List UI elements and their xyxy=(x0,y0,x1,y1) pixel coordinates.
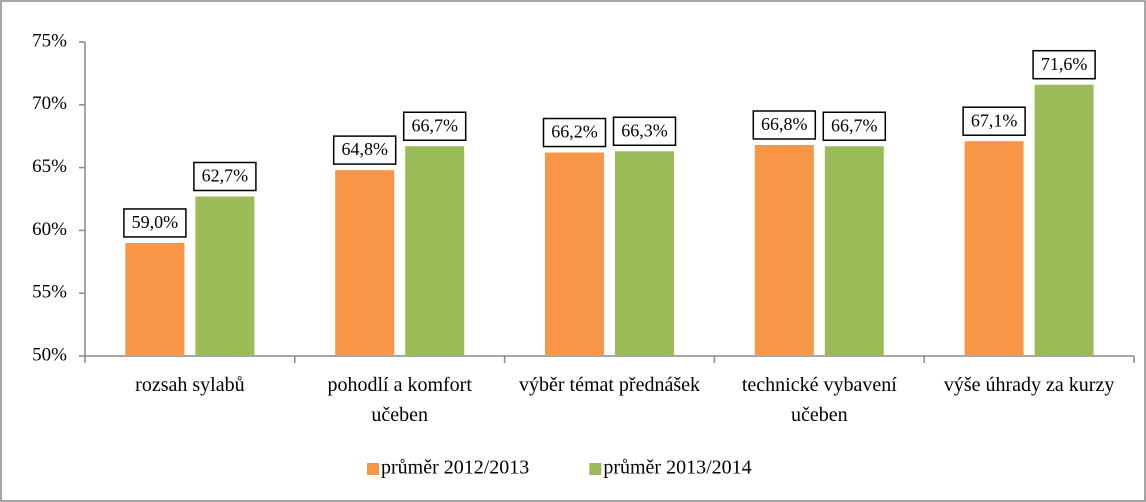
bar xyxy=(545,152,604,356)
y-tick-label: 60% xyxy=(32,219,67,240)
data-label: 66,2% xyxy=(551,122,598,142)
bar xyxy=(964,141,1024,356)
bar xyxy=(1034,84,1094,356)
data-label: 66,8% xyxy=(761,114,808,134)
data-label: 64,8% xyxy=(341,139,388,159)
y-tick-label: 55% xyxy=(32,282,67,303)
bar xyxy=(754,144,814,356)
data-label-box xyxy=(612,116,677,147)
data-label-box xyxy=(193,161,257,192)
data-label: 67,1% xyxy=(971,110,1018,130)
y-tick-label: 65% xyxy=(32,156,67,177)
data-label-box xyxy=(822,111,887,141)
y-tick-label: 75% xyxy=(32,30,67,51)
data-label: 66,7% xyxy=(411,115,458,135)
bar xyxy=(405,146,465,356)
x-tick-label: pohodlí a komfort učeben xyxy=(327,374,472,426)
bar xyxy=(195,196,255,356)
y-tick-label: 70% xyxy=(32,93,67,114)
bar xyxy=(125,242,185,356)
x-tick-label: rozsah sylabů xyxy=(135,374,245,396)
x-tick-label: výběr témat přednášek xyxy=(518,374,701,396)
legend-label: průměr 2012/2013 xyxy=(381,457,529,479)
data-label-box xyxy=(1032,49,1096,80)
data-label-box xyxy=(402,111,467,141)
data-label-box xyxy=(752,110,817,140)
x-tick-label: technické vybavení učeben xyxy=(741,374,897,426)
data-label: 66,3% xyxy=(621,120,668,140)
data-label-box xyxy=(332,135,397,165)
data-label-box xyxy=(542,117,607,148)
legend-swatch xyxy=(367,463,379,475)
x-tick-label: výše úhrady za kurzy xyxy=(943,374,1115,396)
data-label: 66,7% xyxy=(831,115,878,135)
data-label: 59,0% xyxy=(132,212,179,232)
bar xyxy=(335,170,395,356)
data-label-box xyxy=(962,106,1026,136)
data-label-box xyxy=(123,208,187,238)
bar xyxy=(824,146,884,356)
legend-swatch xyxy=(589,463,602,475)
legend-label: průměr 2013/2014 xyxy=(603,457,751,479)
y-tick-label: 50% xyxy=(32,344,67,365)
data-label: 71,6% xyxy=(1041,54,1088,74)
data-label: 62,7% xyxy=(202,166,249,186)
bar xyxy=(615,151,674,356)
